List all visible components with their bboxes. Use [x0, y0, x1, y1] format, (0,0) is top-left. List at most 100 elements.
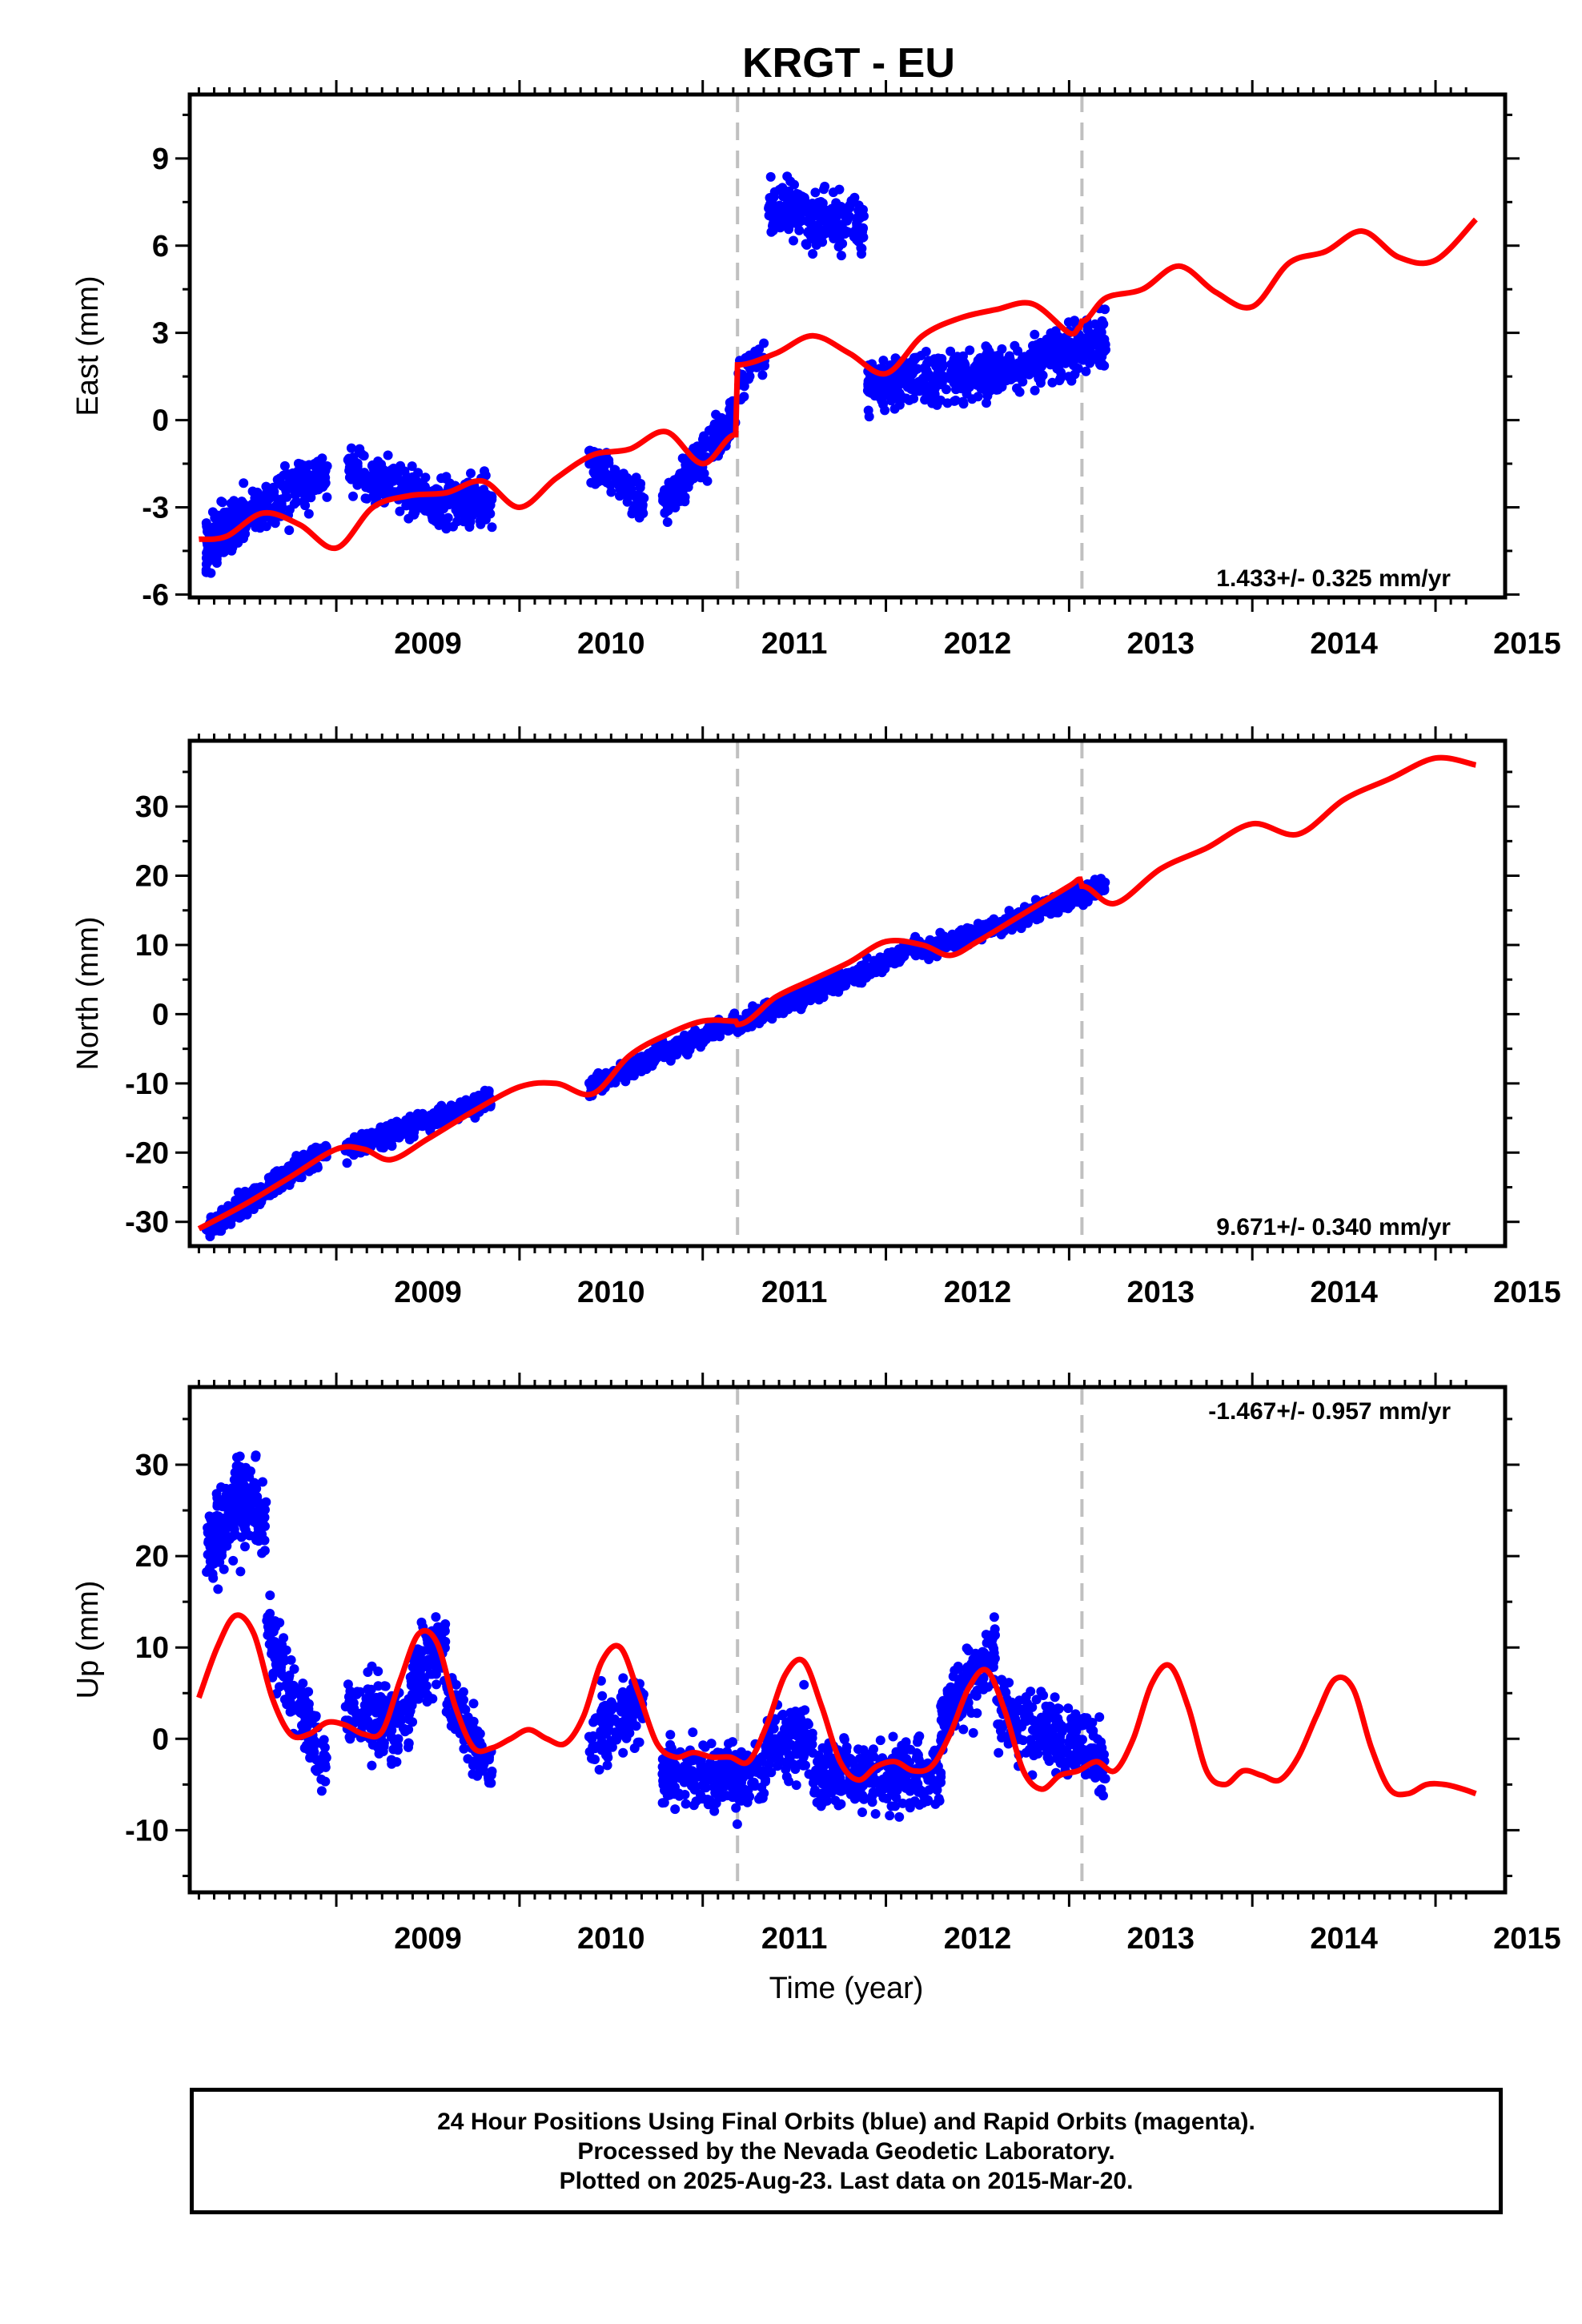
data-point: [593, 455, 604, 465]
data-point: [425, 1659, 436, 1670]
data-point: [293, 1686, 303, 1696]
data-point: [255, 1200, 265, 1209]
data-point: [636, 1064, 646, 1075]
data-point: [278, 1653, 288, 1663]
data-point: [290, 489, 300, 500]
data-point: [233, 1470, 243, 1480]
data-point: [480, 466, 489, 476]
data-point: [233, 1187, 243, 1197]
data-point: [768, 225, 778, 235]
data-point: [355, 444, 365, 454]
data-point: [599, 463, 609, 473]
data-point: [954, 927, 965, 937]
data-point: [259, 1512, 270, 1522]
data-point: [774, 184, 785, 195]
data-point: [824, 982, 834, 992]
data-point: [484, 1778, 494, 1788]
data-point: [242, 1206, 252, 1216]
data-point: [451, 1679, 461, 1690]
data-point: [780, 997, 790, 1007]
data-point: [1060, 358, 1070, 368]
data-point: [436, 1628, 446, 1638]
data-point: [227, 545, 237, 556]
data-point: [849, 192, 860, 203]
data-point: [1098, 886, 1109, 895]
data-point: [838, 203, 849, 213]
data-point: [1100, 304, 1110, 315]
x-tick-label: 2014: [1310, 1276, 1378, 1309]
data-point: [590, 479, 600, 489]
data-point: [801, 207, 812, 217]
x-axis-label: Time (year): [769, 1972, 924, 2005]
data-point: [209, 1558, 219, 1569]
data-point: [624, 1727, 635, 1738]
data-point: [1070, 339, 1081, 349]
y-tick-label: 0: [152, 404, 169, 438]
data-point: [203, 526, 212, 537]
data-point: [263, 1611, 273, 1622]
data-point: [584, 1731, 594, 1742]
data-point: [304, 480, 315, 490]
data-point: [865, 374, 875, 384]
data-point: [664, 499, 674, 509]
figure-title: KRGT - EU: [742, 40, 955, 86]
data-point: [303, 1699, 314, 1709]
data-point: [973, 392, 983, 402]
data-point: [787, 199, 797, 210]
data-point: [287, 1706, 297, 1716]
data-point: [836, 231, 846, 241]
data-point: [834, 221, 845, 231]
y-tick-label: -3: [142, 491, 169, 525]
data-point: [598, 1712, 608, 1723]
data-point: [212, 522, 223, 533]
data-point: [831, 198, 841, 208]
data-point: [765, 171, 776, 182]
data-point: [267, 1649, 277, 1659]
data-point: [320, 1776, 331, 1787]
data-point: [240, 1542, 250, 1552]
x-tick-label: 2010: [577, 627, 645, 661]
data-point: [393, 1118, 404, 1128]
data-point: [929, 390, 939, 400]
data-point: [344, 1732, 355, 1743]
data-point: [631, 1721, 641, 1731]
data-point: [349, 1689, 359, 1699]
data-point: [379, 1681, 390, 1691]
data-point: [991, 375, 1002, 384]
data-point: [683, 482, 693, 493]
data-point: [808, 249, 818, 259]
data-point: [309, 1747, 319, 1757]
data-point: [367, 1661, 377, 1671]
data-point: [985, 384, 995, 394]
data-point: [435, 1118, 444, 1128]
data-point: [401, 501, 412, 511]
data-point: [266, 1626, 276, 1637]
data-point: [1050, 333, 1059, 344]
data-point: [920, 395, 930, 405]
data-point: [968, 931, 978, 941]
data-point: [259, 1546, 270, 1556]
data-point: [588, 1717, 599, 1727]
data-point: [484, 1086, 494, 1096]
data-point: [597, 1691, 608, 1701]
data-point: [423, 500, 432, 510]
data-point: [433, 1104, 444, 1114]
data-point: [387, 1759, 397, 1769]
data-point: [909, 393, 919, 404]
data-point: [789, 235, 798, 246]
data-point: [212, 543, 223, 553]
x-tick-label: 2010: [577, 1276, 645, 1309]
data-point: [415, 1114, 425, 1124]
data-point: [1071, 895, 1082, 905]
data-point: [204, 1511, 215, 1522]
data-point: [811, 240, 821, 250]
data-point: [280, 470, 291, 480]
data-point: [852, 231, 862, 242]
data-point: [1062, 890, 1072, 900]
data-point: [300, 501, 311, 511]
data-point: [440, 473, 451, 484]
data-point: [938, 372, 948, 383]
data-point: [919, 363, 930, 373]
y-axis-label: North (mm): [71, 916, 105, 1070]
data-point: [212, 1501, 223, 1511]
